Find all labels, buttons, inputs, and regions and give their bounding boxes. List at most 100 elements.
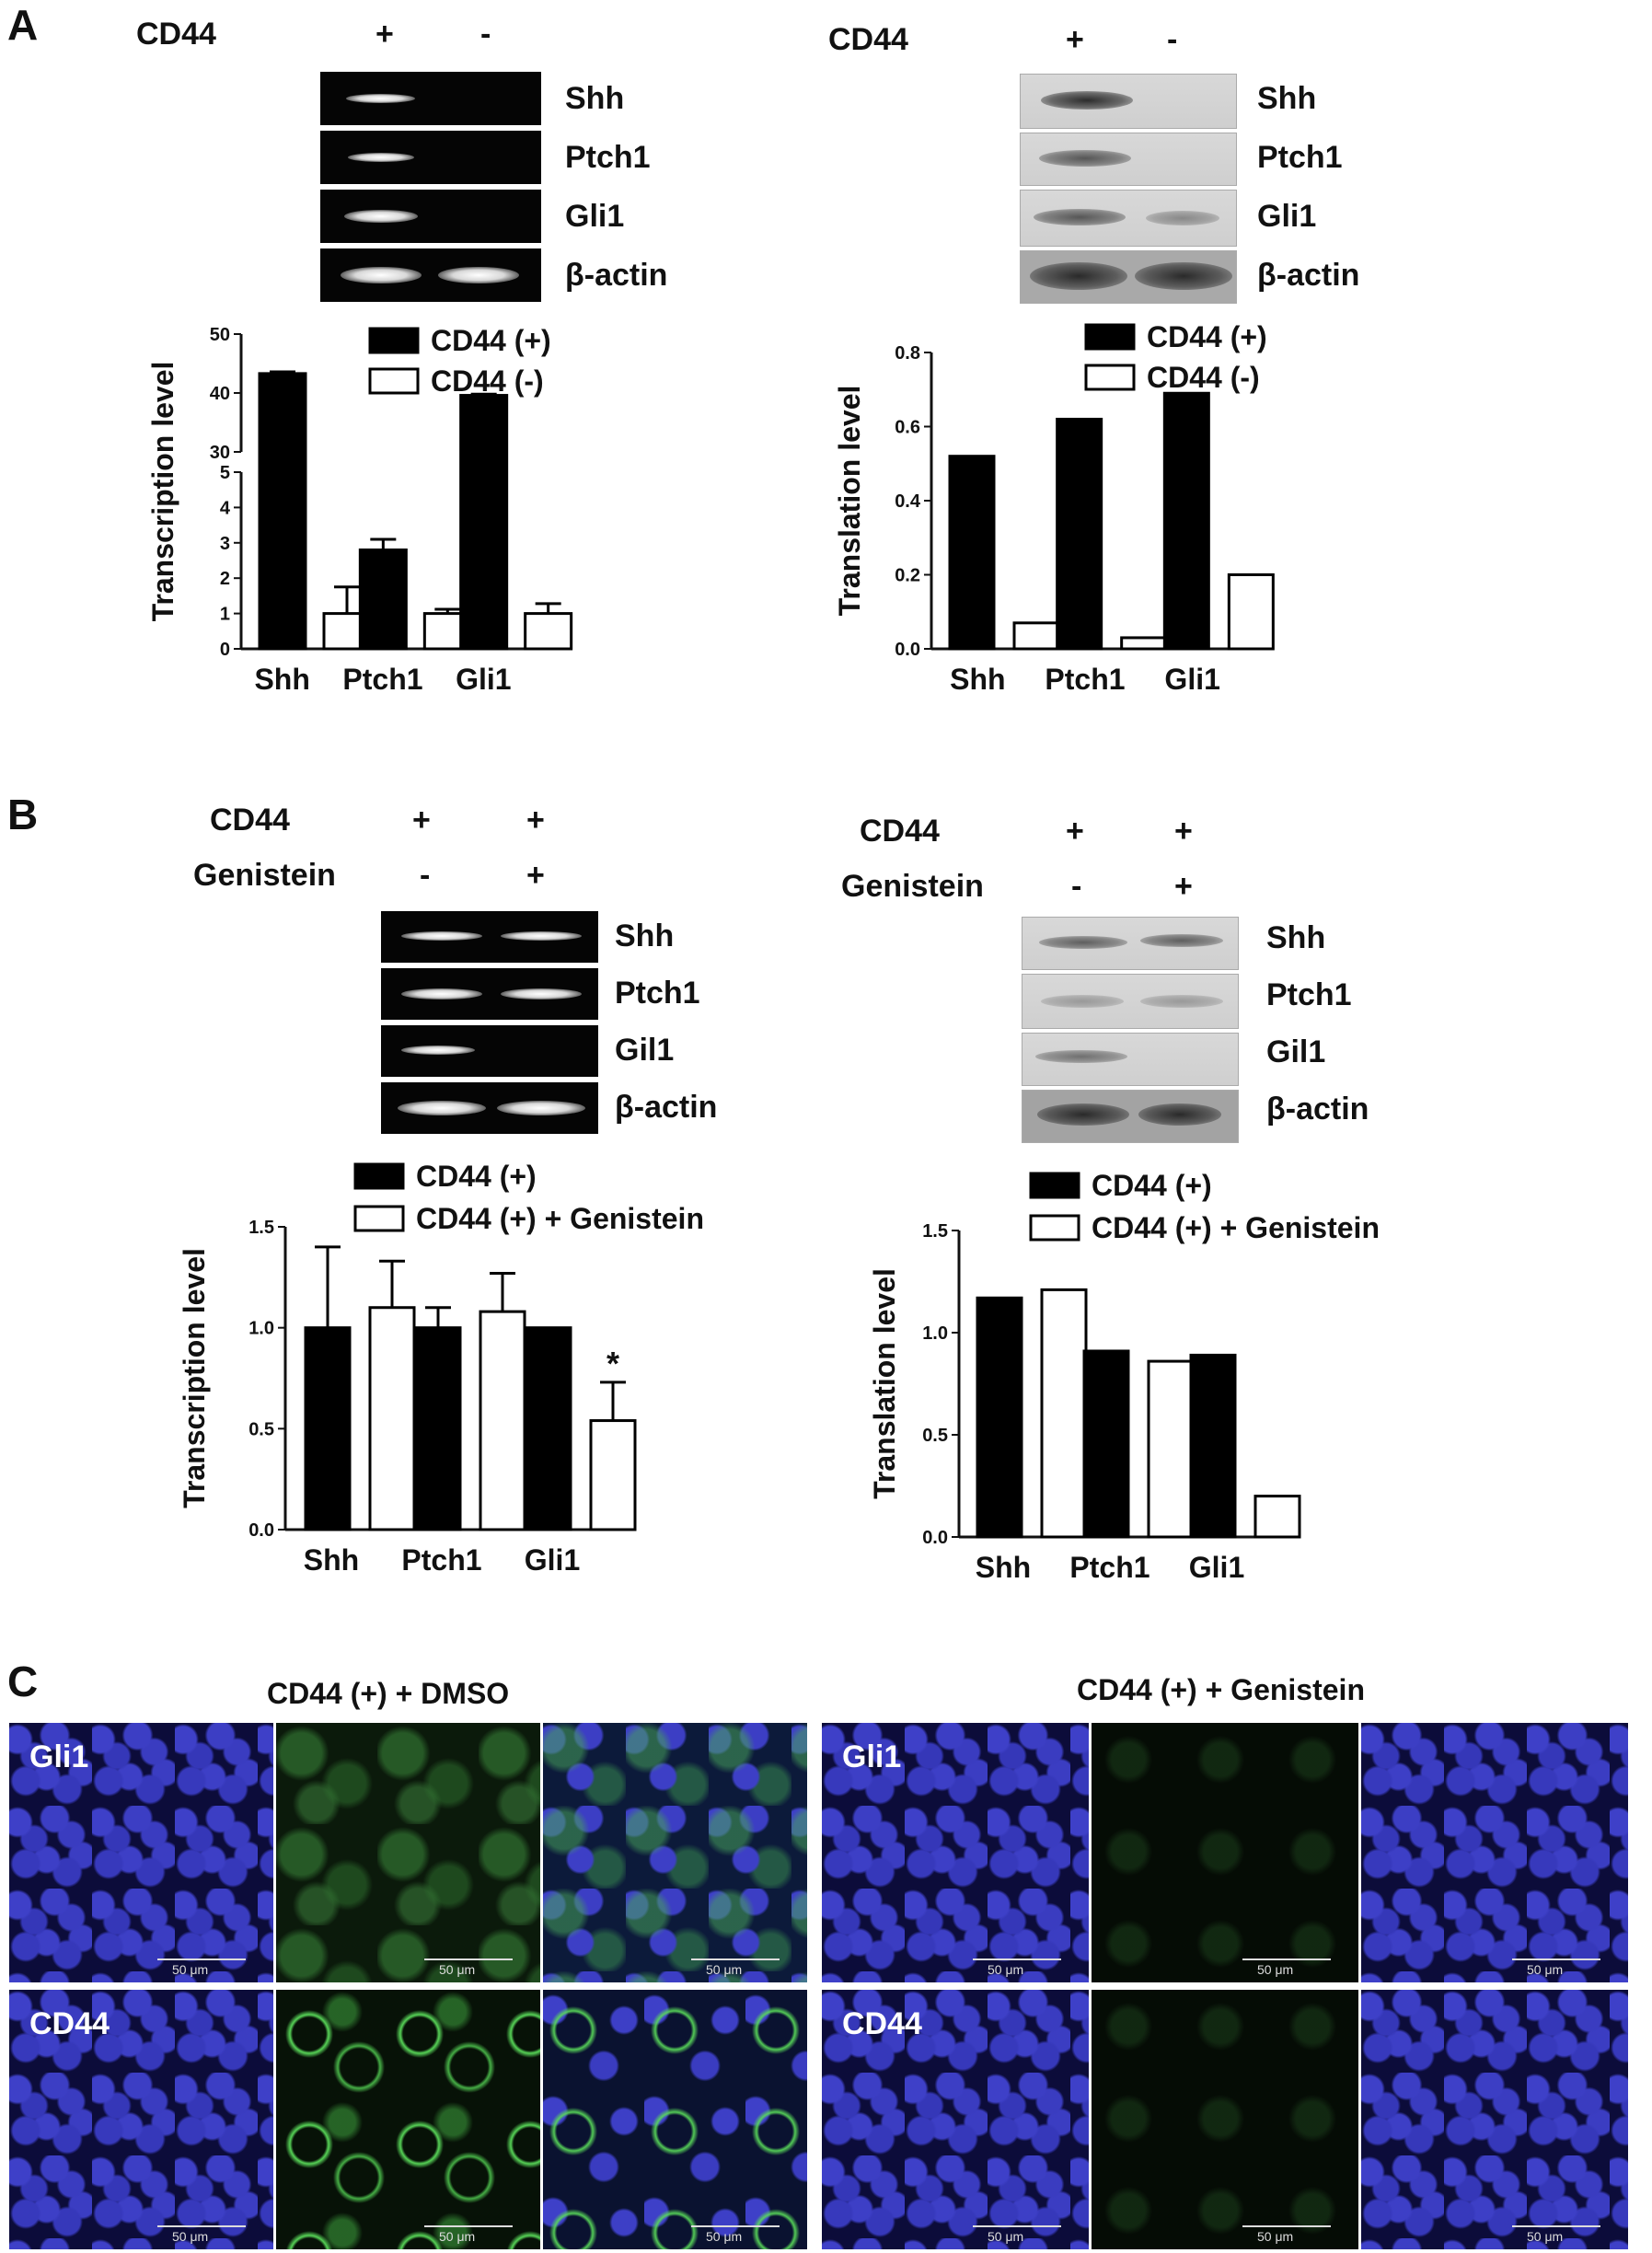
- panel-b-left-cd44-lane2: +: [526, 803, 545, 838]
- bar-cd44--ptch1: [414, 1326, 462, 1531]
- panel-b-right-cd44-label: CD44: [860, 814, 940, 849]
- x-tick-label-gli1: Gli1: [1189, 1551, 1244, 1584]
- micrograph-genistein-cd44-merge: 50 μm: [1361, 1990, 1628, 2249]
- bar-cd44--shh: [948, 455, 996, 651]
- scale-bar: 50 μm: [691, 2225, 780, 2244]
- micrograph-label-gli1-right: Gli1: [842, 1739, 902, 1774]
- micrograph-label-cd44-right: CD44: [842, 2006, 922, 2041]
- panel-b-left-cd44-label: CD44: [210, 803, 290, 838]
- western-label-actin-b: β-actin: [1266, 1092, 1369, 1126]
- western-band-shh-b: [1022, 917, 1239, 970]
- bar-cd44--shh: [304, 1326, 352, 1531]
- x-tick-label-gli1: Gli1: [456, 663, 511, 696]
- bar-cd44-genistein-shh: [1040, 1288, 1088, 1539]
- western-label-gil1-b: Gil1: [1266, 1034, 1326, 1069]
- western-band-ptch1-b: [1022, 974, 1239, 1029]
- gel-label-ptch1-b: Ptch1: [615, 976, 700, 1011]
- y-tick-label: 0.4: [895, 491, 921, 512]
- gel-band-actin-b: [381, 1082, 598, 1134]
- bar-cd44--shh: [1012, 621, 1060, 651]
- micrograph-dmso-cd44-green: 50 μm: [276, 1990, 540, 2249]
- micrograph-label-gli1-left: Gli1: [29, 1739, 89, 1774]
- bar-cd44-genistein-gli1: [1253, 1495, 1301, 1539]
- bar-cd44--gli1: [525, 1326, 572, 1531]
- scale-bar: 50 μm: [424, 1958, 513, 1977]
- panel-a-left-cd44-label: CD44: [136, 17, 216, 52]
- legend-label-1: CD44 (+) + Genistein: [416, 1202, 704, 1235]
- scale-bar: 50 μm: [1242, 1958, 1331, 1977]
- y-axis-label: Translation level: [868, 1268, 901, 1499]
- y-tick-label: 5: [220, 463, 230, 483]
- gel-band-gli1-b: [381, 1025, 598, 1077]
- western-label-shh-b: Shh: [1266, 920, 1326, 955]
- scale-bar: 50 μm: [1242, 2225, 1331, 2244]
- bar-cd44--ptch1: [358, 548, 408, 651]
- scale-bar: 50 μm: [973, 2225, 1061, 2244]
- legend-label-0: CD44 (+): [431, 324, 551, 357]
- western-label-actin-a: β-actin: [1257, 258, 1360, 293]
- legend-swatch-0: [1084, 323, 1136, 351]
- gel-band-gli1-a: [320, 190, 541, 243]
- y-tick-label: 40: [210, 384, 230, 404]
- gel-label-gli1-a: Gli1: [565, 199, 625, 234]
- bar-cd44--shh: [258, 372, 307, 651]
- bar-cd44-genistein-gli1: [589, 1419, 637, 1531]
- western-label-ptch1-b: Ptch1: [1266, 977, 1352, 1012]
- y-tick-label: 0.2: [895, 566, 920, 586]
- gel-band-actin-a: [320, 248, 541, 302]
- western-band-gli1-b: [1022, 1033, 1239, 1086]
- western-label-gli1-a: Gli1: [1257, 199, 1317, 234]
- gel-band-shh-a: [320, 72, 541, 125]
- y-tick-label: 0.0: [248, 1520, 274, 1541]
- chart-a-transcription: 0 1 2 3 4 530 40 50 Transcription level Shh Ptch1 G…: [146, 324, 573, 696]
- y-axis-label: Translation level: [833, 386, 866, 617]
- y-tick-label: 1.0: [248, 1319, 274, 1339]
- x-tick-label-ptch1: Ptch1: [401, 1543, 481, 1577]
- y-tick-label: 0.5: [248, 1419, 274, 1439]
- x-tick-label-shh: Shh: [304, 1543, 359, 1577]
- gel-label-actin-a: β-actin: [565, 258, 668, 293]
- panel-c-letter: C: [7, 1658, 39, 1705]
- bar-cd44--ptch1: [1120, 636, 1168, 651]
- panel-c-left-title: CD44 (+) + DMSO: [267, 1677, 510, 1710]
- y-tick-label: 1.5: [922, 1221, 948, 1242]
- y-tick-label: 0.5: [922, 1426, 948, 1446]
- panel-c-right-title: CD44 (+) + Genistein: [1077, 1673, 1365, 1706]
- gel-band-shh-b: [381, 911, 598, 963]
- x-tick-label-ptch1: Ptch1: [1045, 663, 1125, 696]
- y-tick-label: 30: [210, 443, 230, 463]
- y-tick-label: 0.0: [922, 1528, 948, 1548]
- scale-bar: 50 μm: [157, 1958, 246, 1977]
- western-label-ptch1-a: Ptch1: [1257, 140, 1343, 175]
- bar-cd44--gli1: [459, 394, 509, 651]
- bar-cd44--gli1: [1227, 573, 1275, 651]
- scale-bar: 50 μm: [973, 1958, 1061, 1977]
- panel-b-left-genistein-lane2: +: [526, 858, 545, 893]
- x-tick-label-ptch1: Ptch1: [342, 663, 422, 696]
- x-tick-label-gli1: Gli1: [1164, 663, 1219, 696]
- micrograph-genistein-cd44-dapi: CD44 50 μm: [822, 1990, 1089, 2249]
- micrograph-genistein-cd44-green: 50 μm: [1092, 1990, 1358, 2249]
- x-tick-label-shh: Shh: [950, 663, 1005, 696]
- legend-label-0: CD44 (+): [416, 1160, 537, 1193]
- x-tick-label-shh: Shh: [254, 663, 309, 696]
- micrograph-dmso-gli1-merge: 50 μm: [543, 1723, 807, 1982]
- legend-swatch-1: [353, 1205, 405, 1232]
- bar-cd44--shh: [976, 1296, 1023, 1539]
- legend-label-1: CD44 (-): [1147, 361, 1260, 394]
- panel-b-right-cd44-lane2: +: [1174, 814, 1193, 849]
- y-tick-label: 50: [210, 325, 230, 345]
- panel-a-right-lane2-sign: -: [1167, 22, 1178, 57]
- legend-label-0: CD44 (+): [1147, 320, 1267, 353]
- y-tick-label: 2: [220, 569, 230, 589]
- legend-swatch-1: [1029, 1214, 1080, 1242]
- micrograph-genistein-gli1-merge: 50 μm: [1361, 1723, 1628, 1982]
- panel-b-left-genistein-lane1: -: [420, 858, 431, 893]
- legend-swatch-1: [1084, 364, 1136, 391]
- y-tick-label: 4: [220, 498, 231, 518]
- bar-cd44-genistein-ptch1: [1147, 1359, 1195, 1539]
- panel-b-right-genistein-label: Genistein: [841, 869, 984, 904]
- bar-cd44--gli1: [524, 612, 573, 651]
- legend-swatch-0: [368, 327, 420, 354]
- y-tick-label: 0: [220, 640, 230, 660]
